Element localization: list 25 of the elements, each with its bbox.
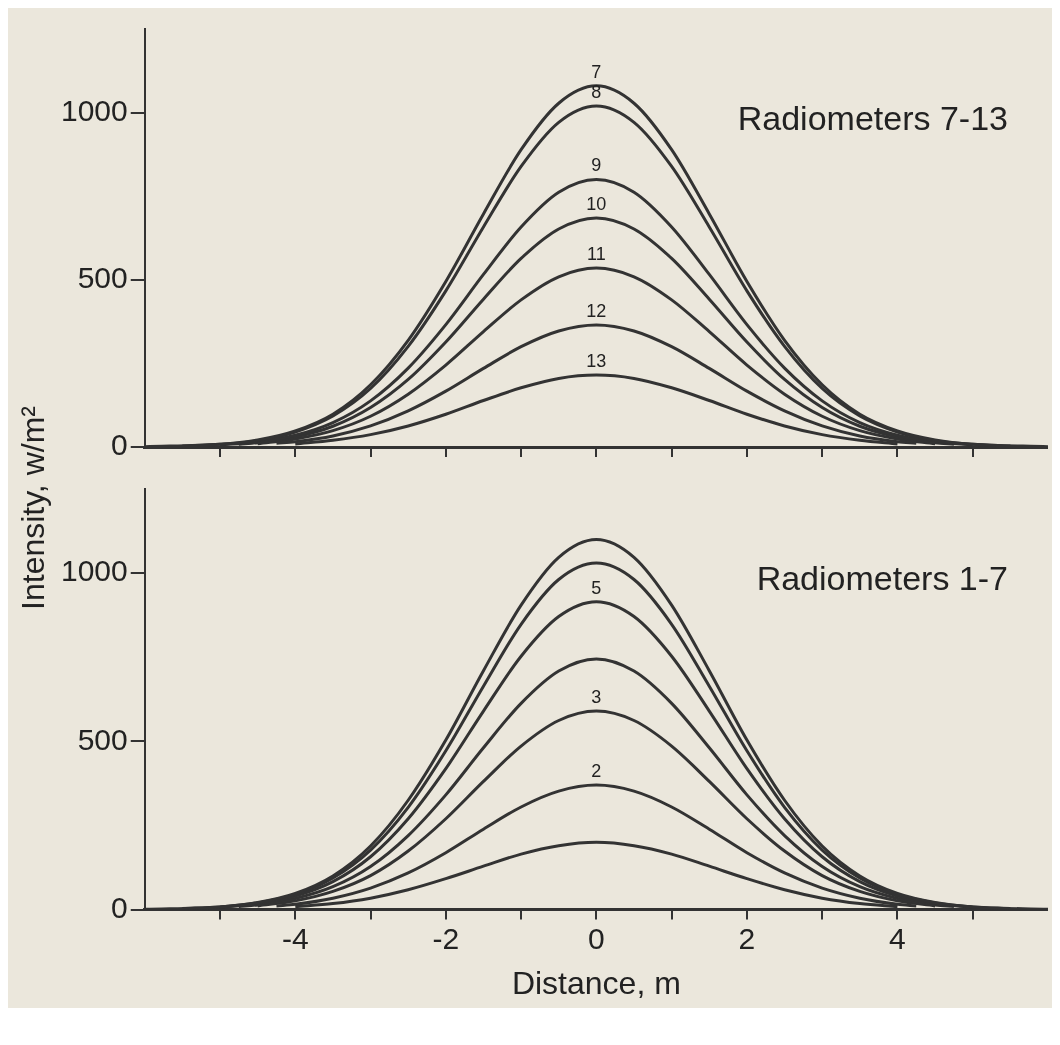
y-axis-title: Intensity, w/m² [14,406,52,610]
annotation: Radiometers 1-7 [756,559,1008,598]
y-tick-label: 0 [111,890,128,924]
series-label: 12 [586,300,607,321]
x-tick-label: -2 [432,921,460,955]
x-tick-label: 4 [889,921,906,955]
x-tick-label: -4 [281,921,309,955]
series-label: 2 [591,761,602,782]
x-tick-label: 2 [738,921,756,955]
y-tick-label: 0 [111,428,128,462]
y-tick-label: 1000 [60,93,128,127]
x-axis-title: Distance, m [511,964,681,1001]
y-tick-label: 1000 [60,554,128,588]
y-tick-label: 500 [77,722,128,756]
series-label: 9 [591,155,602,176]
annotation: Radiometers 7-13 [737,99,1008,138]
series-label: 3 [591,687,602,708]
series-label: 11 [587,244,606,265]
series-label: 10 [586,193,607,214]
series-label: 13 [586,351,607,372]
series-label: 5 [591,577,602,598]
y-tick-label: 500 [77,261,128,295]
x-tick-label: 0 [588,921,605,955]
series-label: 7 [591,61,602,82]
series-label: 8 [591,81,602,102]
